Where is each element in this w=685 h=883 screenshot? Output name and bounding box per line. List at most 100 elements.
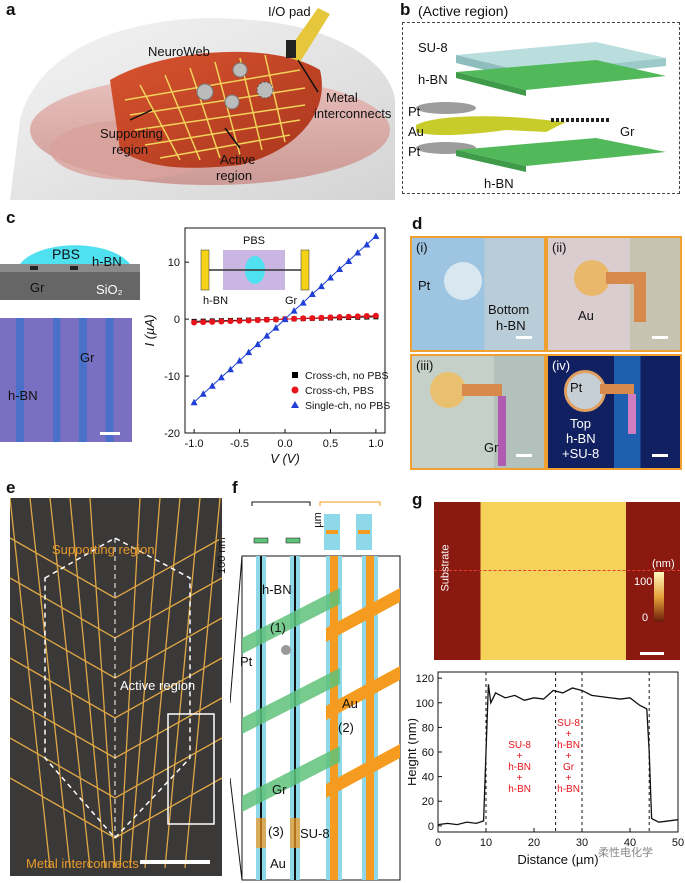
metal-label: Metal — [326, 90, 358, 105]
inset-pad-right — [300, 249, 310, 291]
panel-b-label: b — [400, 0, 411, 19]
pt-pad — [444, 262, 482, 300]
data-point — [345, 313, 352, 320]
scale-bar — [652, 336, 668, 339]
data-point — [318, 314, 325, 321]
hbn-bottom-label: h-BN — [484, 176, 514, 191]
y-tick-label: 100 — [416, 698, 434, 710]
profile-line — [434, 570, 680, 571]
data-point — [209, 318, 216, 325]
panel-e-label: e — [6, 478, 16, 497]
au-lead — [462, 384, 502, 396]
plot-frame — [437, 671, 679, 833]
panel-i-label: (i) — [416, 240, 428, 255]
au-label-1: Au — [342, 696, 358, 711]
panel-d-label: d — [412, 214, 423, 233]
x-tick-label: 0.0 — [277, 438, 292, 450]
y-axis-label: Height (nm) — [408, 718, 419, 786]
afm-image: Substrate (nm) 100 0 — [434, 502, 680, 660]
interconnects-label: interconnects — [314, 106, 392, 121]
region-3-label: (3) — [268, 824, 284, 839]
cross-section-diagram — [0, 245, 140, 300]
colorbar — [654, 572, 664, 622]
y-tick-label: 20 — [422, 796, 434, 808]
io-pad-label: I/O pad — [268, 4, 311, 19]
height-profile-chart: 0 10 20 30 40 50 0 20 40 60 80 100 120 Distance (µm) H… — [408, 671, 684, 867]
x-tick-label: 20 — [528, 837, 540, 849]
panel-b: b (Active region) SU-8 h-BN Pt Au Gr Pt … — [396, 0, 685, 200]
micrograph-c — [0, 318, 132, 442]
colorbar-unit: (nm) — [652, 558, 675, 570]
right-stack-label: h-BN — [557, 784, 580, 795]
y-tick-label: 10 — [168, 257, 180, 269]
right-stack-label: + — [566, 751, 572, 762]
micrograph-hbn-label: h-BN — [8, 388, 38, 403]
panel-f-label: f — [232, 478, 238, 497]
pt-label: Pt — [418, 278, 431, 293]
scale-bar — [140, 860, 210, 864]
pt-label: Pt — [240, 654, 253, 669]
supporting-region-label: Supporting region — [52, 542, 155, 557]
legend-label: Cross-ch, PBS — [305, 385, 374, 397]
pt-label: Pt — [570, 380, 583, 395]
inset-pad-left — [200, 249, 210, 291]
gr-strip — [498, 396, 506, 466]
left-stack-label: h-BN — [508, 762, 531, 773]
x-tick-label: 0 — [435, 837, 441, 849]
region-2-label: (2) — [338, 720, 354, 735]
y-tick-label: 60 — [422, 747, 434, 759]
data-point — [199, 390, 207, 397]
data-point — [300, 315, 307, 322]
colorbar-min: 0 — [642, 612, 649, 624]
hbn-label: h-BN — [92, 254, 122, 269]
active-label-1: Active — [220, 152, 256, 167]
left-stack-label: + — [517, 773, 523, 784]
active-region-label: Active region — [120, 678, 196, 693]
panel-g-label: g — [412, 490, 423, 509]
right-stack-label: + — [566, 729, 572, 740]
iv-chart: -1.0 -0.5 0.0 0.5 1.0 -20 -10 0 10 V (V) I (µA) Cro… — [142, 227, 390, 466]
data-point — [218, 318, 225, 325]
data-point — [317, 282, 325, 290]
data-point — [354, 248, 362, 256]
colorbar-max: 100 — [634, 576, 653, 588]
bottom-label: Bottom — [488, 302, 530, 317]
legend-marker — [291, 386, 299, 394]
data-point — [308, 290, 316, 298]
lead — [600, 384, 634, 394]
right-stack-label: SU-8 — [557, 718, 580, 729]
active-label-2: region — [216, 168, 253, 183]
micrograph-iii: Gr (iii) — [410, 354, 546, 470]
data-point — [200, 319, 207, 326]
data-point — [190, 398, 198, 406]
metal-interconnects-label: Metal interconnects — [26, 856, 139, 871]
panel-c: c PBS h-BN Gr SiO₂ Gr h-BN -1.0 -0.5 0.0 0.… — [0, 208, 400, 468]
hbn-top-lattice — [456, 60, 666, 96]
inset-hbn-label: h-BN — [203, 295, 228, 307]
scale-bar — [516, 454, 532, 457]
legend-label: Cross-ch, no PBS — [305, 370, 388, 382]
micrograph-gr-label: Gr — [80, 350, 95, 365]
data-point — [236, 317, 243, 324]
data-point — [290, 307, 298, 314]
gr-label: Gr — [30, 280, 45, 295]
data-point — [217, 373, 225, 381]
data-point — [336, 265, 344, 272]
active-region-box — [402, 22, 680, 194]
micrograph-i: Pt Bottom h-BN (i) — [410, 236, 546, 352]
au-label: Au — [578, 308, 594, 323]
x-axis-label: Distance (µm) — [517, 852, 598, 867]
neuroweb-layout — [10, 498, 222, 869]
y-tick-label: 120 — [416, 673, 434, 685]
right-stack-label: Gr — [563, 762, 575, 773]
inset-pbs-label: PBS — [243, 235, 265, 247]
au-label-2: Au — [270, 856, 286, 871]
data-point — [191, 319, 198, 326]
supporting-label-1: Supporting — [100, 126, 163, 141]
panel-iii-label: (iii) — [416, 358, 434, 373]
scale-bar — [652, 454, 668, 457]
data-point — [263, 316, 270, 323]
gr-label: Gr — [484, 440, 499, 455]
left-stack-label: SU-8 — [508, 740, 531, 751]
panel-a: a I/O pad NeuroWeb M — [0, 0, 400, 200]
